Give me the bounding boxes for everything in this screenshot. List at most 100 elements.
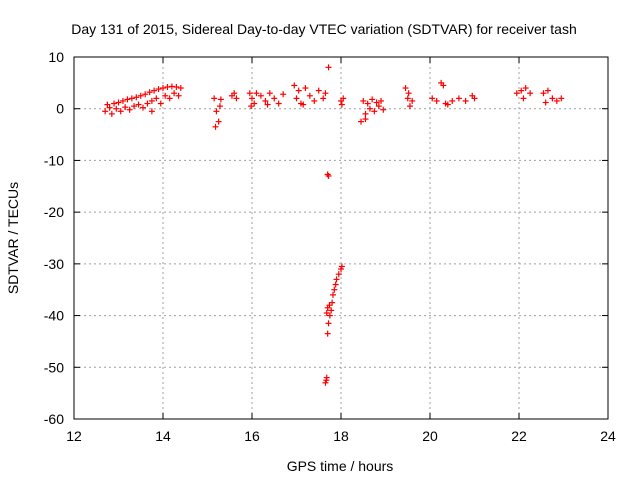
data-point [211,95,218,102]
data-point [322,90,329,97]
data-point [540,90,547,97]
x-tick-label: 20 [422,428,438,444]
data-point [216,103,223,110]
data-point [373,99,380,106]
data-point [449,97,456,104]
data-point [406,103,413,110]
data-point [328,307,335,314]
y-tick-label: 0 [56,101,64,117]
x-tick-label: 22 [511,428,527,444]
data-point [106,104,113,111]
data-point [300,101,307,108]
data-point [527,90,534,97]
data-point [338,101,345,108]
data-point [111,100,118,107]
data-point [246,90,253,97]
data-point [362,116,369,123]
data-point [325,320,332,327]
data-point [325,172,332,179]
data-point [264,101,271,108]
data-point [329,291,336,298]
data-point [544,87,551,94]
data-point [549,95,556,102]
data-point [177,85,184,92]
data-point [151,87,158,94]
data-point [311,97,318,104]
data-point [331,286,338,293]
chart-title: Day 131 of 2015, Sidereal Day-to-day VTE… [71,21,577,37]
data-point [362,110,369,117]
data-point [323,309,330,316]
data-point [104,101,111,108]
data-point [293,95,300,102]
data-point [366,105,373,112]
y-tick-label: -10 [44,152,64,168]
data-point [306,92,313,99]
x-tick-label: 12 [66,428,82,444]
data-point [402,85,409,92]
data-point [326,302,333,309]
data-point [128,95,135,102]
x-tick-label: 14 [155,428,171,444]
data-point [139,104,146,111]
data-point [433,97,440,104]
data-point [338,263,345,270]
data-point [315,87,322,94]
data-point [320,95,327,102]
data-point [142,91,149,98]
ticks: 12 14 16 18 20 22 24 10 0 -10 -20 -30 -40 -50 -60 [44,49,616,444]
data-point [380,106,387,113]
data-point [358,118,365,125]
data-point [542,99,549,106]
data-point [137,92,144,99]
y-tick-label: -20 [44,204,64,220]
data-point [148,108,155,115]
data-point [280,91,287,98]
data-point [126,106,133,113]
data-point [455,95,462,102]
data-point [135,101,142,108]
data-point [429,95,436,102]
data-point [295,87,302,94]
data-point [157,100,164,107]
data-point [249,95,255,102]
data-point [173,83,180,90]
data-point [248,103,255,110]
data-point [153,95,160,102]
data-point [215,118,222,125]
data-point [162,92,169,99]
data-point [375,103,382,110]
data-point [144,100,151,107]
data-point [231,90,238,97]
y-tick-label: -30 [44,256,64,272]
data-point [323,377,330,384]
data-point [325,64,332,71]
data-point [266,90,273,97]
data-point [212,123,219,130]
data-point [444,101,451,108]
data-point [155,86,162,93]
x-axis-label: GPS time / hours [287,458,394,474]
data-point [360,97,367,104]
data-point [275,100,282,107]
data-point [115,99,122,106]
data-point [333,276,340,283]
data-point [302,85,309,92]
data-point [513,90,520,97]
data-point [364,100,371,107]
data-point [291,82,298,89]
data-point [271,95,278,102]
data-point [166,95,173,102]
data-point [405,90,412,97]
data-point [122,104,129,111]
data-point [520,95,527,102]
data-point [404,95,411,102]
data-point [518,87,525,94]
y-axis-label: SDTVAR / TECUs [5,182,21,294]
data-point [148,97,155,104]
data-point [102,108,109,115]
data-point [471,95,478,102]
x-tick-label: 18 [333,428,349,444]
data-point [213,108,220,115]
